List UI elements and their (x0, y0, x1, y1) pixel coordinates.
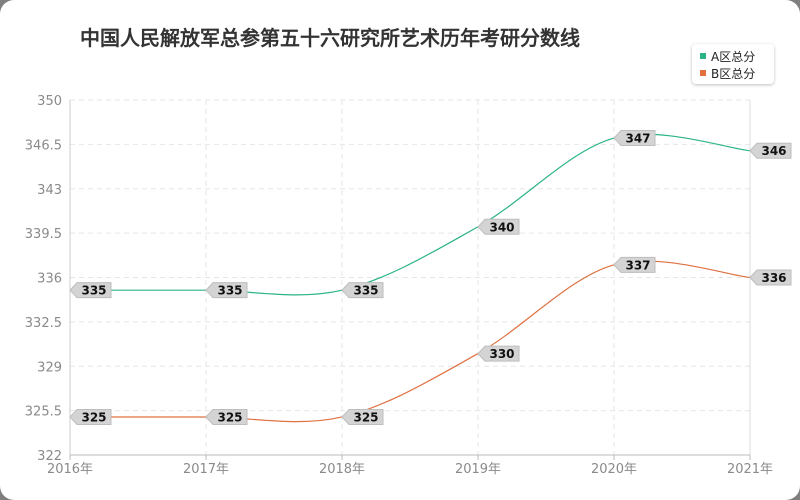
data-label: 347 (613, 130, 656, 147)
data-label-text: 340 (489, 220, 514, 234)
legend: A区总分 B区总分 (692, 44, 774, 84)
y-tick-label: 332.5 (25, 316, 62, 331)
y-tick-label: 346.5 (25, 138, 62, 153)
y-tick-label: 329 (37, 360, 62, 375)
data-label: 346 (749, 142, 792, 159)
data-label: 325 (205, 408, 248, 425)
data-label-text: 347 (625, 132, 650, 146)
data-label-bg (341, 282, 384, 299)
data-label-text: 336 (761, 271, 786, 285)
x-tick-label: 2020年 (591, 462, 637, 477)
legend-swatch-a (700, 53, 706, 59)
data-label-text: 335 (217, 284, 242, 298)
y-tick-label: 325.5 (25, 405, 62, 420)
legend-item-a[interactable]: A区总分 (700, 48, 755, 64)
data-label-bg (477, 345, 520, 362)
data-label-bg (69, 408, 112, 425)
data-label-text: 325 (217, 410, 242, 424)
axes: 322 325.5 329 332.5 336 339.5 343 346.5 350 2016年… (25, 94, 773, 477)
data-label-bg (613, 130, 656, 147)
data-label: 330 (477, 345, 520, 362)
data-label-text: 325 (81, 410, 106, 424)
x-tick-label: 2018年 (319, 462, 365, 477)
legend-swatch-b (700, 70, 706, 76)
y-tick-label: 322 (37, 449, 62, 464)
data-label: 335 (205, 282, 248, 299)
data-label-bg (613, 256, 656, 273)
x-tick-label: 2021年 (727, 462, 773, 477)
data-label-text: 325 (353, 410, 378, 424)
data-label-bg (205, 408, 248, 425)
data-label: 325 (341, 408, 384, 425)
y-tick-label: 339.5 (25, 227, 62, 242)
data-label-text: 337 (625, 258, 650, 272)
data-label-bg (477, 218, 520, 235)
data-label-text: 346 (761, 144, 786, 158)
legend-label-a: A区总分 (711, 49, 756, 64)
y-tick-label: 350 (37, 94, 62, 109)
data-label: 335 (69, 282, 112, 299)
data-label: 325 (69, 408, 112, 425)
y-tick-label: 336 (37, 272, 62, 287)
x-tick-label: 2017年 (183, 462, 229, 477)
data-label: 337 (613, 256, 656, 273)
data-label-bg (341, 408, 384, 425)
chart-title: 中国人民解放军总参第五十六研究所艺术历年考研分数线 (80, 26, 580, 50)
x-tick-label: 2016年 (47, 462, 93, 477)
data-labels: 335 335 335 340 347 346 325 325 325 330 337 336 (69, 130, 792, 425)
legend-label-b: B区总分 (711, 66, 756, 81)
data-label-bg (749, 142, 792, 159)
grid (70, 99, 750, 455)
data-label: 335 (341, 282, 384, 299)
y-tick-label: 343 (37, 183, 62, 198)
data-label-bg (205, 282, 248, 299)
data-label: 340 (477, 218, 520, 235)
series-line-b (70, 260, 751, 423)
data-label-bg (69, 282, 112, 299)
x-tick-label: 2019年 (455, 462, 501, 477)
data-label-bg (749, 269, 792, 286)
data-label-text: 335 (81, 284, 106, 298)
data-label: 336 (749, 269, 792, 286)
data-label-text: 335 (353, 284, 378, 298)
legend-item-b[interactable]: B区总分 (700, 65, 755, 81)
data-label-text: 330 (489, 347, 514, 361)
